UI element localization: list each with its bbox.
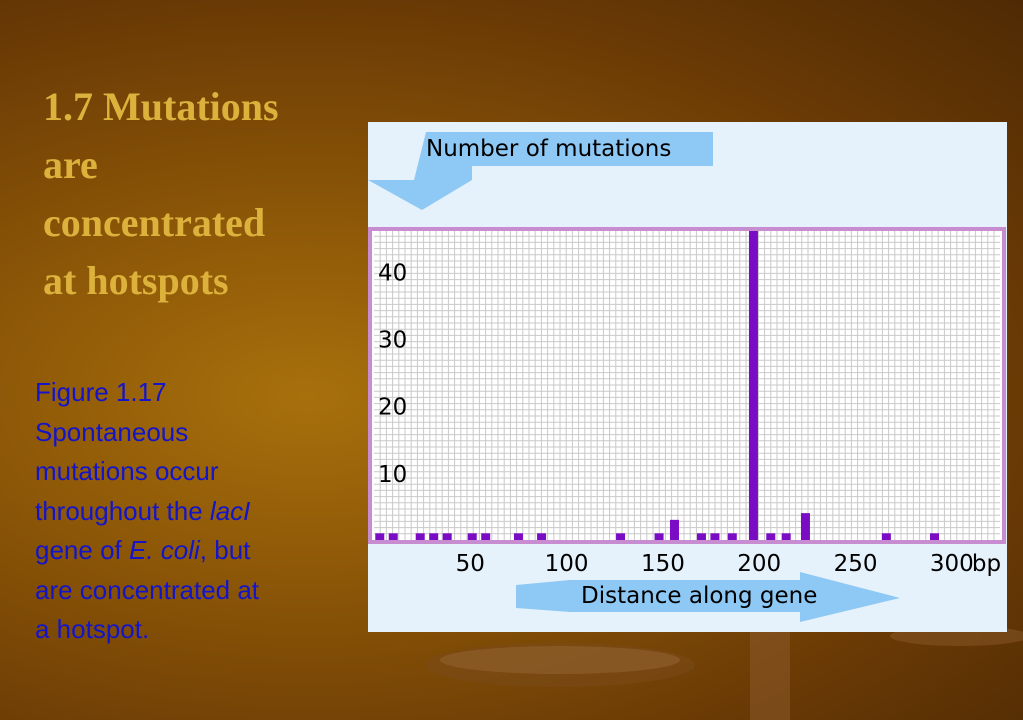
mutation-bar xyxy=(654,533,664,542)
x-axis-label: Distance along gene xyxy=(581,583,817,609)
mutation-bar xyxy=(800,513,810,542)
mutation-bar xyxy=(710,533,720,542)
mutation-bar xyxy=(537,533,547,542)
x-tick-label: 150 xyxy=(641,551,685,577)
y-tick-label: 40 xyxy=(378,260,407,286)
mutation-bar xyxy=(616,533,626,542)
x-unit-label: bp xyxy=(972,551,1001,577)
species-name: E. coli xyxy=(128,535,200,565)
mutation-bar xyxy=(781,533,791,542)
chart-panel: Number of mutations 10 20 30 40 50 100 150 200… xyxy=(368,122,1007,632)
x-tick-label: 300 xyxy=(930,551,974,577)
x-tick-label: 100 xyxy=(545,551,589,577)
caption-line: mutations occur xyxy=(35,456,219,486)
mutation-bar xyxy=(467,533,477,542)
y-axis-label: Number of mutations xyxy=(426,136,671,162)
caption-line: a hotspot. xyxy=(35,614,150,644)
mutation-bar xyxy=(766,533,776,542)
x-axis-arrow xyxy=(516,572,900,622)
y-axis-arrow xyxy=(368,132,713,210)
x-tick-label: 250 xyxy=(834,551,878,577)
y-tick-label: 20 xyxy=(378,395,407,421)
title-line: at hotspots xyxy=(43,258,229,303)
slide-title: 1.7 Mutations are concentrated at hotspo… xyxy=(43,78,343,310)
caption-line: gene of xyxy=(35,535,129,565)
y-tick-labels: 10 20 30 40 xyxy=(378,260,407,488)
gene-name: lacI xyxy=(209,495,251,526)
plot-border xyxy=(368,227,1006,544)
caption-line: throughout the xyxy=(35,495,210,526)
grid xyxy=(374,231,1000,540)
title-line: 1.7 Mutations xyxy=(43,84,279,129)
mutation-bar xyxy=(442,533,452,542)
caption-line: Figure 1.17 xyxy=(35,377,167,407)
caption-line: Spontaneous xyxy=(35,416,189,447)
mutation-bar xyxy=(415,533,425,542)
mutation-bar xyxy=(513,533,523,542)
x-tick-labels: 50 100 150 200 250 300 xyxy=(456,551,974,577)
title-line: concentrated xyxy=(43,200,266,245)
mutation-bar xyxy=(375,533,385,542)
figure-caption: Figure 1.17 Spontaneous mutations occur … xyxy=(35,373,335,650)
bars xyxy=(375,231,940,542)
caption-line: are concentrated at xyxy=(35,574,260,605)
mutation-bar xyxy=(930,533,940,542)
mutation-bar xyxy=(696,533,706,542)
caption-line: , but xyxy=(199,535,251,565)
x-tick-label: 200 xyxy=(737,551,781,577)
mutation-bar xyxy=(748,231,758,542)
mutation-bar xyxy=(481,533,491,542)
mutation-bar xyxy=(388,533,398,542)
y-tick-label: 30 xyxy=(378,327,407,353)
mutation-bar xyxy=(669,519,679,542)
mutation-bar xyxy=(429,533,439,542)
mutation-bar xyxy=(727,533,737,542)
mutation-chart: Number of mutations 10 20 30 40 50 100 150 200… xyxy=(368,132,1006,622)
title-line: are xyxy=(43,142,98,187)
y-tick-label: 10 xyxy=(378,462,407,488)
x-tick-label: 50 xyxy=(456,551,485,577)
mutation-bar xyxy=(881,533,891,542)
